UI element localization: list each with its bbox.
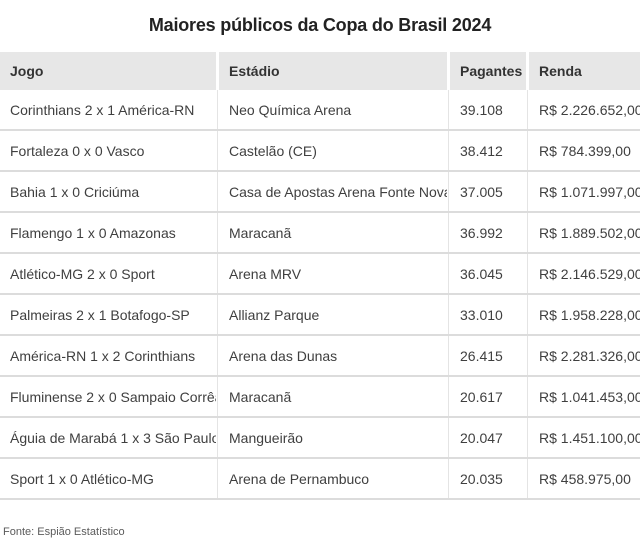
cell-jogo: Bahia 1 x 0 Criciúma: [10, 183, 140, 200]
table-row: Palmeiras 2 x 1 Botafogo-SP Allianz Parq…: [0, 295, 640, 336]
column-header-pagantes: Pagantes: [450, 52, 526, 90]
table-row: Sport 1 x 0 Atlético-MG Arena de Pernamb…: [0, 459, 640, 500]
cell-jogo: Sport 1 x 0 Atlético-MG: [10, 470, 154, 487]
table-row: Fluminense 2 x 0 Sampaio Corrêa Maracanã…: [0, 377, 640, 418]
table-row: Fortaleza 0 x 0 Vasco Castelão (CE) 38.4…: [0, 131, 640, 172]
cell-jogo: Fluminense 2 x 0 Sampaio Corrêa: [10, 388, 216, 405]
cell-jogo: Flamengo 1 x 0 Amazonas: [10, 224, 176, 241]
column-header-renda: Renda: [529, 52, 640, 90]
cell-renda: R$ 458.975,00: [527, 459, 640, 498]
cell-estadio: Allianz Parque: [217, 295, 447, 334]
cell-pagantes: 20.035: [448, 459, 526, 498]
cell-estadio: Castelão (CE): [217, 131, 447, 170]
cell-renda: R$ 1.451.100,00: [527, 418, 640, 457]
attendance-table: Jogo Estádio Pagantes Renda Corinthians …: [0, 52, 640, 500]
cell-estadio: Arena das Dunas: [217, 336, 447, 375]
cell-pagantes: 37.005: [448, 172, 526, 211]
column-header-jogo: Jogo: [0, 52, 216, 90]
cell-pagantes: 33.010: [448, 295, 526, 334]
cell-jogo: Palmeiras 2 x 1 Botafogo-SP: [10, 306, 190, 323]
cell-pagantes: 39.108: [448, 90, 526, 129]
table-row: Flamengo 1 x 0 Amazonas Maracanã 36.992 …: [0, 213, 640, 254]
table-row: Águia de Marabá 1 x 3 São Paulo Mangueir…: [0, 418, 640, 459]
cell-estadio: Arena MRV: [217, 254, 447, 293]
cell-renda: R$ 1.958.228,00: [527, 295, 640, 334]
cell-renda: R$ 1.041.453,00: [527, 377, 640, 416]
cell-jogo: Fortaleza 0 x 0 Vasco: [10, 142, 145, 159]
cell-jogo: América-RN 1 x 2 Corinthians: [10, 347, 196, 364]
cell-pagantes: 38.412: [448, 131, 526, 170]
table-row: Atlético-MG 2 x 0 Sport Arena MRV 36.045…: [0, 254, 640, 295]
column-header-estadio: Estádio: [219, 52, 447, 90]
table-row: América-RN 1 x 2 Corinthians Arena das D…: [0, 336, 640, 377]
cell-pagantes: 26.415: [448, 336, 526, 375]
cell-estadio: Maracanã: [217, 213, 447, 252]
cell-pagantes: 36.045: [448, 254, 526, 293]
table-header-row: Jogo Estádio Pagantes Renda: [0, 52, 640, 90]
table-row: Corinthians 2 x 1 América-RN Neo Química…: [0, 90, 640, 131]
cell-pagantes: 20.617: [448, 377, 526, 416]
cell-pagantes: 36.992: [448, 213, 526, 252]
cell-estadio: Maracanã: [217, 377, 447, 416]
source-note: Fonte: Espião Estatístico: [3, 526, 125, 538]
cell-renda: R$ 2.146.529,00: [527, 254, 640, 293]
cell-jogo: Corinthians 2 x 1 América-RN: [10, 101, 195, 118]
cell-pagantes: 20.047: [448, 418, 526, 457]
cell-renda: R$ 784.399,00: [527, 131, 640, 170]
page-title: Maiores públicos da Copa do Brasil 2024: [148, 15, 492, 35]
cell-jogo: Atlético-MG 2 x 0 Sport: [10, 265, 155, 282]
cell-jogo: Águia de Marabá 1 x 3 São Paulo: [10, 429, 216, 446]
cell-estadio: Arena de Pernambuco: [217, 459, 447, 498]
cell-estadio: Mangueirão: [217, 418, 447, 457]
cell-renda: R$ 1.889.502,00: [527, 213, 640, 252]
cell-renda: R$ 1.071.997,00: [527, 172, 640, 211]
cell-renda: R$ 2.281.326,00: [527, 336, 640, 375]
cell-estadio: Casa de Apostas Arena Fonte Nova: [217, 172, 447, 211]
table-row: Bahia 1 x 0 Criciúma Casa de Apostas Are…: [0, 172, 640, 213]
cell-estadio: Neo Química Arena: [217, 90, 447, 129]
cell-renda: R$ 2.226.652,00: [527, 90, 640, 129]
